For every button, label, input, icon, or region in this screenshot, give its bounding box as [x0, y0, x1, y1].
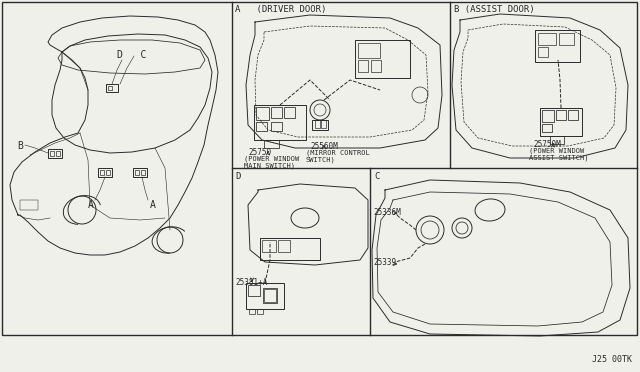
Bar [133, 168, 147, 177]
Text: SWITCH): SWITCH) [306, 156, 336, 163]
Bar [540, 108, 582, 136]
Bar [100, 170, 104, 175]
Bar [355, 40, 410, 78]
Bar [256, 122, 267, 131]
Bar [559, 33, 574, 45]
Bar [50, 151, 54, 156]
Bar [262, 240, 276, 252]
Bar [98, 168, 112, 177]
Bar [542, 124, 552, 132]
Bar [257, 309, 263, 314]
Bar [358, 43, 380, 58]
Text: 25336M: 25336M [373, 208, 401, 217]
Bar [135, 170, 139, 175]
Bar [321, 120, 326, 128]
Bar [256, 107, 269, 120]
Text: J25 00TK: J25 00TK [592, 355, 632, 364]
Text: A   (DRIVER DOOR): A (DRIVER DOOR) [235, 5, 326, 14]
Bar [254, 105, 306, 140]
Bar [248, 285, 260, 296]
Bar [271, 122, 282, 131]
Bar [358, 60, 368, 72]
Bar [556, 110, 566, 120]
Bar [249, 309, 255, 314]
Bar [48, 149, 62, 158]
Bar [106, 170, 110, 175]
Text: D: D [235, 172, 241, 181]
Bar [246, 283, 284, 309]
Bar [264, 289, 276, 302]
Bar [106, 84, 118, 92]
Bar [108, 86, 112, 90]
Text: B (ASSIST DOOR): B (ASSIST DOOR) [454, 5, 534, 14]
Bar [278, 240, 290, 252]
Bar [538, 33, 556, 45]
Text: ASSIST SWITCH): ASSIST SWITCH) [529, 154, 589, 160]
Bar [542, 110, 554, 122]
Text: 25381+A: 25381+A [235, 278, 268, 287]
Text: 25560M: 25560M [310, 142, 338, 151]
Text: (POWER WINDOW: (POWER WINDOW [244, 155, 300, 161]
Bar [264, 140, 279, 148]
Bar [141, 170, 145, 175]
Text: MAIN SWITCH): MAIN SWITCH) [244, 162, 295, 169]
Bar [312, 120, 328, 130]
Text: 25339: 25339 [373, 258, 396, 267]
Bar [284, 107, 295, 118]
Bar [568, 110, 578, 120]
Text: A: A [88, 200, 94, 210]
Bar [263, 288, 277, 303]
Text: C: C [374, 172, 380, 181]
Bar [260, 238, 320, 260]
Text: 25750: 25750 [248, 148, 271, 157]
Text: 25750M: 25750M [533, 140, 561, 149]
Bar [56, 151, 60, 156]
Bar [371, 60, 381, 72]
Bar [20, 200, 38, 210]
Text: (POWER WINDOW: (POWER WINDOW [529, 147, 584, 154]
Bar [535, 30, 580, 62]
Bar [2, 2, 637, 335]
Text: (MIRROR CONTROL: (MIRROR CONTROL [306, 149, 370, 155]
Text: B: B [17, 141, 23, 151]
Bar [538, 47, 548, 57]
Text: D   C: D C [117, 50, 147, 60]
Bar [271, 107, 282, 118]
Bar [550, 136, 564, 144]
Bar [315, 120, 320, 128]
Text: A: A [150, 200, 156, 210]
